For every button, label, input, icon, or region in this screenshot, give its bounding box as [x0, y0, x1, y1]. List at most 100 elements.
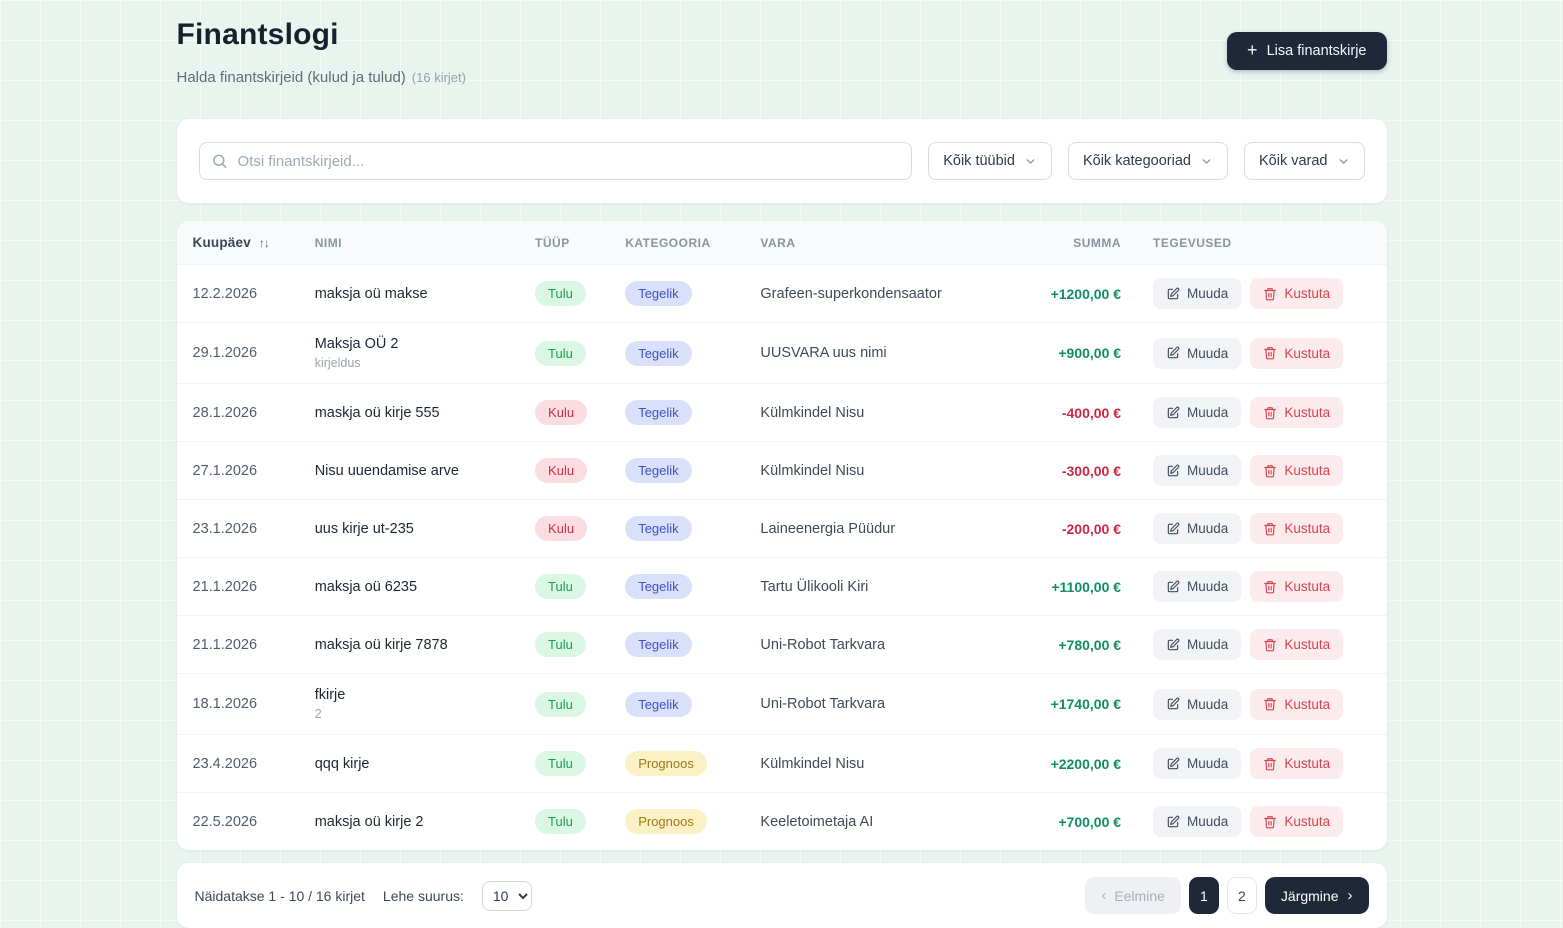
edit-button-label: Muuda: [1187, 756, 1229, 771]
category-badge: Prognoos: [625, 809, 707, 834]
pagination-summary: Näidatakse 1 - 10 / 16 kirjet: [194, 887, 365, 904]
row-description: 2: [314, 707, 322, 721]
trash-icon: [1264, 464, 1277, 477]
type-badge: Kulu: [535, 516, 588, 541]
table-row: 12.2.2026 maksja oü makse Tulu Tegelik Grafe…: [176, 264, 1387, 323]
next-page-button[interactable]: Järgmine ›: [1264, 877, 1369, 914]
page-subtitle-text: Halda finantskirjeid (kulud ja tulud): [176, 69, 406, 86]
pagination-bar: Näidatakse 1 - 10 / 16 kirjet Lehe suuru…: [176, 863, 1387, 928]
search-input[interactable]: [198, 142, 913, 180]
row-category-cell: Tegelik: [609, 674, 744, 735]
delete-button[interactable]: Kustuta: [1250, 629, 1344, 660]
row-name-cell: uus kirje ut-235: [299, 500, 519, 558]
row-type-cell: Tulu: [519, 265, 609, 323]
delete-button[interactable]: Kustuta: [1250, 806, 1344, 837]
page-size-label: Lehe suurus:: [382, 887, 464, 904]
row-name-cell: maksja oü kirje 7878: [299, 616, 519, 674]
row-name-cell: Nisu uuendamise arve: [299, 442, 519, 500]
delete-button-label: Kustuta: [1284, 405, 1331, 420]
edit-button[interactable]: Muuda: [1153, 337, 1242, 369]
delete-button[interactable]: Kustuta: [1250, 455, 1344, 486]
edit-button[interactable]: Muuda: [1153, 688, 1242, 720]
edit-button[interactable]: Muuda: [1153, 513, 1242, 544]
edit-button[interactable]: Muuda: [1153, 748, 1242, 779]
delete-button-label: Kustuta: [1284, 579, 1331, 594]
row-type-cell: Tulu: [519, 735, 609, 793]
category-badge: Tegelik: [625, 516, 692, 541]
edit-icon: [1167, 580, 1180, 592]
table-row: 21.1.2026 maksja oü 6235 Tulu Tegelik Tartu …: [176, 557, 1387, 616]
table-header: Kuupäev ↑↓ NIMI TÜÜP KATEGOORIA VARA SUM…: [176, 221, 1387, 265]
page-button-1[interactable]: 1: [1188, 877, 1219, 914]
page-container: Finantslogi Halda finantskirjeid (kulud …: [176, 0, 1387, 928]
column-header-date-sort[interactable]: Kuupäev ↑↓: [177, 221, 299, 265]
row-type-cell: Tulu: [519, 616, 609, 674]
page-header: Finantslogi Halda finantskirjeid (kulud …: [177, 18, 1387, 86]
row-name-cell: Maksja OÜ 2 kirjeldus: [299, 323, 519, 384]
row-category-cell: Prognoos: [609, 735, 744, 793]
edit-button[interactable]: Muuda: [1153, 571, 1242, 602]
row-actions: Muuda Kustuta: [1137, 616, 1386, 674]
column-header-type: TÜÜP: [535, 235, 570, 250]
edit-icon: [1167, 464, 1180, 476]
edit-button-label: Muuda: [1187, 345, 1229, 361]
page-size-select[interactable]: 10: [481, 880, 532, 911]
trash-icon: [1264, 580, 1277, 593]
row-name-cell: qqq kirje: [299, 735, 519, 793]
table-row: 28.1.2026 maskja oü kirje 555 Kulu Tegelik K…: [176, 383, 1387, 442]
type-badge: Tulu: [535, 340, 586, 366]
edit-button[interactable]: Muuda: [1153, 397, 1242, 428]
plus-icon: +: [1247, 40, 1258, 60]
category-badge: Tegelik: [625, 281, 692, 306]
chevron-left-icon: ‹: [1101, 887, 1107, 904]
delete-button[interactable]: Kustuta: [1250, 571, 1344, 602]
edit-button[interactable]: Muuda: [1153, 629, 1242, 660]
trash-icon: [1264, 347, 1277, 360]
category-badge: Prognoos: [625, 751, 707, 776]
row-amount: -400,00 €: [1061, 404, 1122, 421]
edit-icon: [1167, 638, 1180, 650]
delete-button-label: Kustuta: [1284, 637, 1331, 652]
trash-icon: [1264, 815, 1277, 828]
prev-page-button[interactable]: ‹ Eelmine: [1085, 877, 1181, 914]
trash-icon: [1264, 757, 1277, 770]
add-entry-button[interactable]: + Lisa finantskirje: [1227, 32, 1387, 70]
row-asset: Külmkindel Nisu: [760, 755, 865, 772]
row-date: 22.5.2026: [192, 813, 258, 830]
edit-button[interactable]: Muuda: [1153, 806, 1242, 837]
row-category-cell: Prognoos: [609, 793, 744, 851]
row-actions: Muuda Kustuta: [1137, 265, 1386, 323]
column-header-actions: TEGEVUSED: [1153, 235, 1232, 250]
asset-filter-dropdown[interactable]: Kõik varad: [1243, 142, 1365, 180]
filter-bar: Kõik tüübid Kõik kategooriad Kõik varad: [176, 119, 1387, 203]
delete-button[interactable]: Kustuta: [1250, 513, 1344, 544]
row-name-cell: maskja oü kirje 555: [299, 384, 519, 442]
table-row: 29.1.2026 Maksja OÜ 2 kirjeldus Tulu Tegelik…: [176, 322, 1387, 384]
row-actions: Muuda Kustuta: [1137, 674, 1386, 735]
delete-button[interactable]: Kustuta: [1250, 278, 1344, 309]
row-type-cell: Kulu: [519, 442, 609, 500]
row-name: maksja oü makse: [314, 285, 428, 302]
row-description: kirjeldus: [314, 356, 361, 370]
type-badge: Kulu: [535, 458, 588, 483]
type-filter-dropdown[interactable]: Kõik tüübid: [928, 142, 1052, 180]
row-actions: Muuda Kustuta: [1137, 793, 1386, 851]
edit-button[interactable]: Muuda: [1153, 455, 1242, 486]
row-date: 28.1.2026: [192, 404, 258, 421]
row-name: maksja oü kirje 2: [314, 813, 424, 830]
page-button-2[interactable]: 2: [1226, 877, 1257, 914]
row-date: 21.1.2026: [192, 636, 258, 653]
row-type-cell: Tulu: [519, 558, 609, 616]
row-amount: +900,00 €: [1058, 345, 1122, 361]
row-amount: +780,00 €: [1058, 636, 1122, 653]
delete-button[interactable]: Kustuta: [1250, 688, 1344, 720]
edit-button[interactable]: Muuda: [1153, 278, 1242, 309]
delete-button[interactable]: Kustuta: [1250, 337, 1344, 369]
delete-button[interactable]: Kustuta: [1250, 748, 1344, 779]
category-filter-dropdown[interactable]: Kõik kategooriad: [1067, 142, 1228, 180]
search-icon: [212, 154, 227, 169]
delete-button[interactable]: Kustuta: [1250, 397, 1344, 428]
search-wrap: [198, 142, 913, 180]
column-header-amount: SUMMA: [1073, 235, 1122, 250]
row-date: 29.1.2026: [192, 345, 258, 361]
